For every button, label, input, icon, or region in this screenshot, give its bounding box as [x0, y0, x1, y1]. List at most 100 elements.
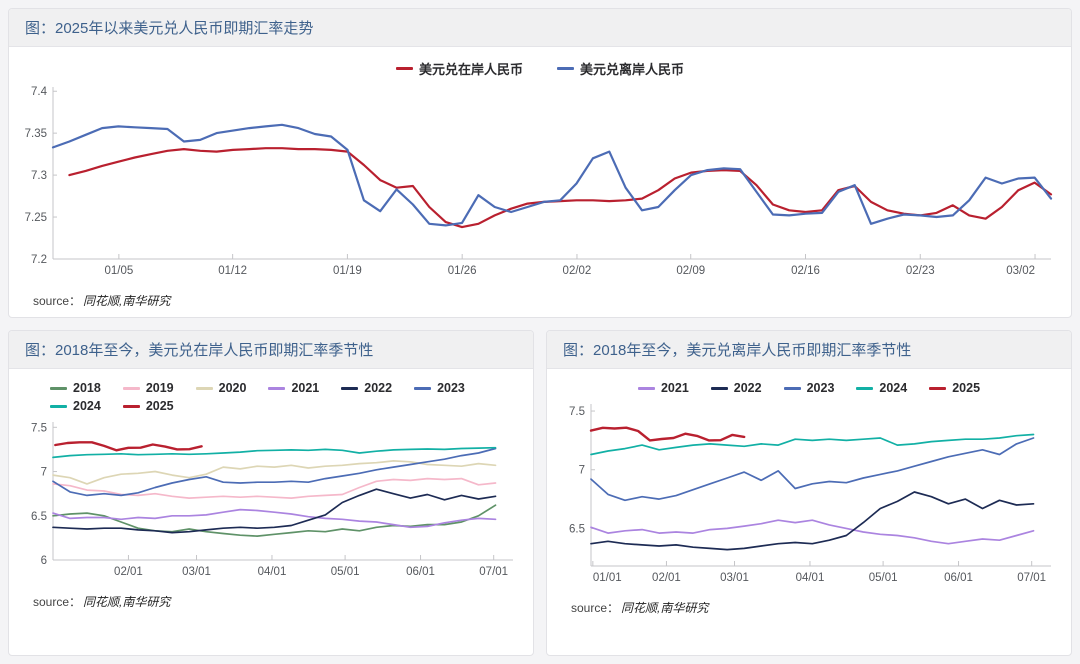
legend-swatch — [395, 67, 413, 70]
legend-item-2023: 2023 — [783, 381, 835, 395]
source-note: source： 同花顺,南华研究 — [555, 592, 1063, 625]
legend-swatch — [783, 386, 801, 390]
x-tick-label: 07/01 — [1017, 572, 1046, 584]
series-line-2021 — [590, 519, 1035, 545]
y-tick-label: 6.5 — [569, 523, 585, 535]
legend-swatch — [856, 386, 874, 390]
x-tick-label: 03/01 — [182, 566, 211, 578]
legend-label: 2023 — [437, 381, 465, 395]
legend-item-2025: 2025 — [122, 399, 174, 413]
panel-onshore-seasonality: 图：2018年至今，美元兑在岸人民币即期汇率季节性 2018 2019 2020 20… — [8, 330, 534, 656]
line-chart-offshore-seasonality: 7.5 7 6.5 01/01 02/01 03/01 04/01 05/01 06/01 07/… — [555, 397, 1063, 592]
x-tick-label: 04/01 — [796, 572, 825, 584]
y-tick-label: 7.25 — [25, 212, 47, 224]
panel-header: 图：2018年至今，美元兑在岸人民币即期汇率季节性 — [9, 331, 533, 369]
panel-title: 图：2018年至今，美元兑在岸人民币即期汇率季节性 — [25, 342, 374, 359]
seasonality-row: 图：2018年至今，美元兑在岸人民币即期汇率季节性 2018 2019 2020 20… — [8, 330, 1072, 656]
legend-item-2020: 2020 — [195, 381, 247, 395]
source-label: source： — [571, 601, 620, 615]
series-line-2021 — [52, 508, 497, 529]
legend-swatch — [122, 404, 140, 408]
x-tick-label: 05/01 — [331, 566, 360, 578]
legend-item-2024: 2024 — [856, 381, 907, 395]
legend-label: 2022 — [733, 381, 762, 395]
y-tick-label: 7.35 — [25, 128, 47, 140]
y-tick-label: 7.3 — [31, 170, 47, 182]
series-line-2025 — [54, 441, 203, 452]
x-tick-label: 01/05 — [104, 265, 133, 277]
legend-label: 2023 — [806, 381, 835, 395]
legend-label: 2025 — [952, 381, 981, 395]
panel-title: 图：2025年以来美元兑人民币即期汇率走势 — [25, 20, 314, 37]
panel-header: 图：2025年以来美元兑人民币即期汇率走势 — [9, 9, 1071, 47]
line-chart-spot-trend: 7.4 7.35 7.3 7.25 7.2 01/05 01/12 01/19 01/26 02/… — [17, 80, 1063, 285]
series-line-2023 — [52, 447, 497, 497]
legend-item-2025: 2025 — [929, 381, 980, 395]
source-note: source： 同花顺,南华研究 — [17, 285, 1063, 317]
legend-label: 美元兑在岸人民币 — [418, 62, 523, 77]
legend-item-美元兑离岸人民币: 美元兑离岸人民币 — [557, 59, 684, 78]
legend-item-2022: 2022 — [341, 381, 392, 395]
legend-swatch — [268, 386, 286, 390]
legend-label: 2022 — [364, 381, 393, 395]
panel-offshore-seasonality: 图：2018年至今，美元兑离岸人民币即期汇率季节性 2021 2022 2023 20… — [546, 330, 1072, 656]
y-tick-label: 7 — [41, 467, 47, 479]
chart-area: 2018 2019 2020 2021 2022 2023 2024 2025 7.5 7 6.5… — [9, 369, 533, 655]
legend-label: 2021 — [660, 381, 689, 395]
chart-svg: 7.5 7 6.5 6 02/01 03/01 04/01 05/01 06/01 07/01 — [31, 422, 513, 578]
x-tick-label: 02/01 — [652, 572, 681, 584]
legend-swatch — [414, 386, 432, 390]
x-tick-label: 07/01 — [479, 566, 508, 578]
x-tick-label: 01/19 — [333, 265, 362, 277]
x-tick-label: 01/26 — [448, 265, 477, 277]
x-tick-label: 02/02 — [563, 265, 592, 277]
legend-item-2021: 2021 — [637, 381, 689, 395]
legend-swatch — [195, 386, 213, 390]
legend-swatch — [557, 67, 574, 70]
y-tick-label: 7 — [579, 465, 585, 477]
chart-svg: 7.4 7.35 7.3 7.25 7.2 01/05 01/12 01/19 01/26 02/… — [25, 86, 1053, 277]
panel-header: 图：2018年至今，美元兑离岸人民币即期汇率季节性 — [547, 331, 1071, 369]
y-tick-label: 7.2 — [31, 254, 47, 266]
x-tick-label: 03/01 — [720, 572, 749, 584]
source-label: source： — [33, 595, 82, 609]
legend-item-美元兑在岸人民币: 美元兑在岸人民币 — [395, 59, 523, 78]
legend-swatch — [50, 386, 67, 390]
y-tick-label: 7.5 — [569, 406, 585, 418]
line-chart-onshore-seasonality: 7.5 7 6.5 6 02/01 03/01 04/01 05/01 06/01 07/01 — [17, 415, 525, 586]
y-tick-label: 7.5 — [31, 422, 47, 434]
source-text: 同花顺,南华研究 — [83, 595, 171, 609]
legend-label: 2020 — [218, 381, 247, 395]
legend-label: 2025 — [145, 399, 174, 413]
source-note: source： 同花顺,南华研究 — [17, 586, 525, 619]
series-line-2023 — [590, 437, 1035, 502]
legend-swatch — [50, 404, 67, 408]
x-tick-label: 06/01 — [944, 572, 973, 584]
legend-swatch — [122, 386, 140, 390]
x-tick-label: 02/09 — [676, 265, 705, 277]
y-tick-label: 7.4 — [31, 86, 48, 98]
chart-area: 美元兑在岸人民币 美元兑离岸人民币 7.4 7.35 7.3 7.25 7.2 01/05 0… — [9, 47, 1071, 317]
source-text: 同花顺,南华研究 — [83, 294, 171, 308]
x-tick-label: 02/16 — [791, 265, 820, 277]
series-line-2024 — [590, 433, 1035, 456]
series-line-2025 — [589, 426, 746, 442]
y-tick-label: 6 — [41, 555, 47, 567]
legend-label: 2018 — [73, 381, 101, 395]
chart-area: 2021 2022 2023 2024 2025 7.5 7 6.5 01/01 02/01 03… — [547, 369, 1071, 655]
legend-swatch — [929, 386, 947, 390]
legend-item-2021: 2021 — [268, 381, 319, 395]
source-text: 同花顺,南华研究 — [621, 601, 709, 615]
x-tick-label: 01/12 — [218, 265, 247, 277]
series-line-2018 — [52, 504, 497, 537]
x-tick-label: 01/01 — [593, 572, 622, 584]
x-tick-label: 05/01 — [869, 572, 898, 584]
x-tick-label: 03/02 — [1006, 265, 1035, 277]
legend-item-2022: 2022 — [710, 381, 762, 395]
legend-item-2023: 2023 — [414, 381, 465, 395]
y-tick-label: 6.5 — [31, 511, 47, 523]
legend-label: 2024 — [879, 381, 908, 395]
legend-item-2019: 2019 — [122, 381, 174, 395]
series-line-2020 — [52, 460, 497, 485]
